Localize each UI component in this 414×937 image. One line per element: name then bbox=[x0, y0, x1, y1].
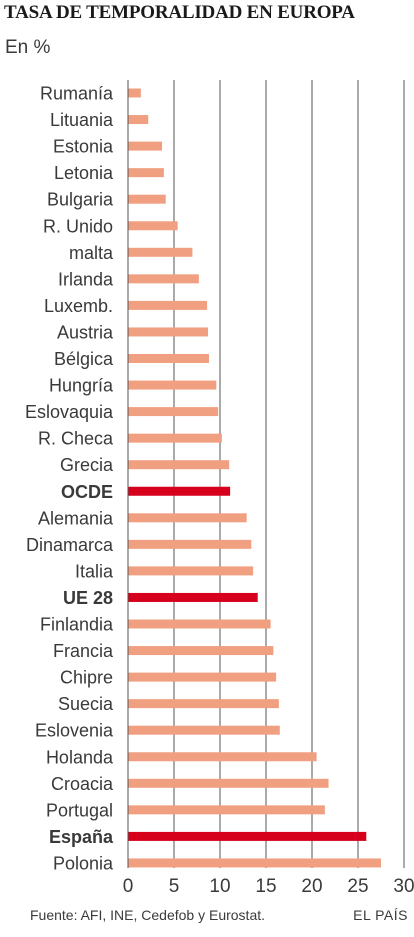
x-tick-label: 20 bbox=[301, 876, 322, 897]
category-label: Bulgaria bbox=[47, 190, 114, 210]
bar bbox=[128, 433, 222, 443]
bar bbox=[128, 247, 193, 257]
bar bbox=[128, 168, 164, 178]
x-tick-label: 30 bbox=[393, 876, 414, 897]
category-label: Holanda bbox=[46, 747, 114, 767]
category-label: Estonia bbox=[53, 137, 114, 157]
bar-highlight bbox=[128, 592, 258, 602]
bar-highlight bbox=[128, 831, 367, 841]
category-label: OCDE bbox=[61, 482, 113, 502]
category-label: Dinamarca bbox=[26, 535, 114, 555]
bar bbox=[128, 619, 271, 629]
x-tick-label: 25 bbox=[347, 876, 368, 897]
x-tick-label: 5 bbox=[169, 876, 180, 897]
bar bbox=[128, 380, 217, 390]
category-label: Bélgica bbox=[54, 349, 114, 369]
category-label: Suecia bbox=[58, 694, 114, 714]
category-label: Eslovenia bbox=[35, 721, 114, 741]
x-tick-label: 0 bbox=[123, 876, 134, 897]
category-label: malta bbox=[69, 243, 114, 263]
bar bbox=[128, 327, 209, 337]
x-tick-label: 10 bbox=[209, 876, 230, 897]
category-label: Francia bbox=[53, 641, 114, 661]
bar bbox=[128, 752, 317, 762]
bar bbox=[128, 88, 141, 98]
bar-highlight bbox=[128, 486, 231, 496]
brand-logo-text: EL PAÍS bbox=[353, 907, 408, 923]
bar bbox=[128, 300, 208, 310]
bar bbox=[128, 539, 252, 549]
category-label: Polonia bbox=[53, 853, 114, 873]
category-label: Croacia bbox=[51, 774, 114, 794]
bar bbox=[128, 460, 230, 470]
bar bbox=[128, 566, 254, 576]
bar bbox=[128, 858, 381, 868]
bar bbox=[128, 407, 219, 417]
bar bbox=[128, 513, 247, 523]
bar bbox=[128, 274, 199, 284]
category-label: Italia bbox=[75, 561, 114, 581]
category-label: Finlandia bbox=[40, 615, 114, 635]
category-label: Eslovaquia bbox=[25, 402, 114, 422]
category-label: Irlanda bbox=[58, 269, 114, 289]
category-label: Luxemb. bbox=[44, 296, 113, 316]
source-note: Fuente: AFI, INE, Cedefob y Eurostat. bbox=[30, 907, 266, 923]
category-label: Rumanía bbox=[40, 84, 114, 104]
bar bbox=[128, 778, 329, 788]
bar bbox=[128, 725, 280, 735]
category-label: Hungría bbox=[49, 376, 114, 396]
category-label: R. Unido bbox=[43, 216, 113, 236]
x-tick-label: 15 bbox=[255, 876, 276, 897]
category-label: Grecia bbox=[60, 455, 114, 475]
bar bbox=[128, 221, 178, 231]
bar bbox=[128, 194, 166, 204]
bar bbox=[128, 354, 209, 363]
category-label: Letonia bbox=[54, 163, 114, 183]
bar bbox=[128, 115, 149, 125]
bar bbox=[128, 672, 277, 682]
category-label: Alemania bbox=[38, 508, 114, 528]
category-label: Lituania bbox=[50, 110, 114, 130]
category-label: Austria bbox=[57, 322, 114, 342]
chart-subtitle: En % bbox=[5, 37, 51, 58]
bar bbox=[128, 141, 163, 151]
category-label: España bbox=[49, 827, 114, 847]
bar bbox=[128, 646, 274, 656]
bar bbox=[128, 805, 325, 815]
bar bbox=[128, 699, 279, 709]
category-label: R. Checa bbox=[38, 429, 114, 449]
category-label: UE 28 bbox=[63, 588, 113, 608]
category-label: Chipre bbox=[60, 668, 113, 688]
category-label: Portugal bbox=[46, 800, 113, 820]
chart-title: TASA DE TEMPORALIDAD EN EUROPA bbox=[4, 2, 355, 23]
